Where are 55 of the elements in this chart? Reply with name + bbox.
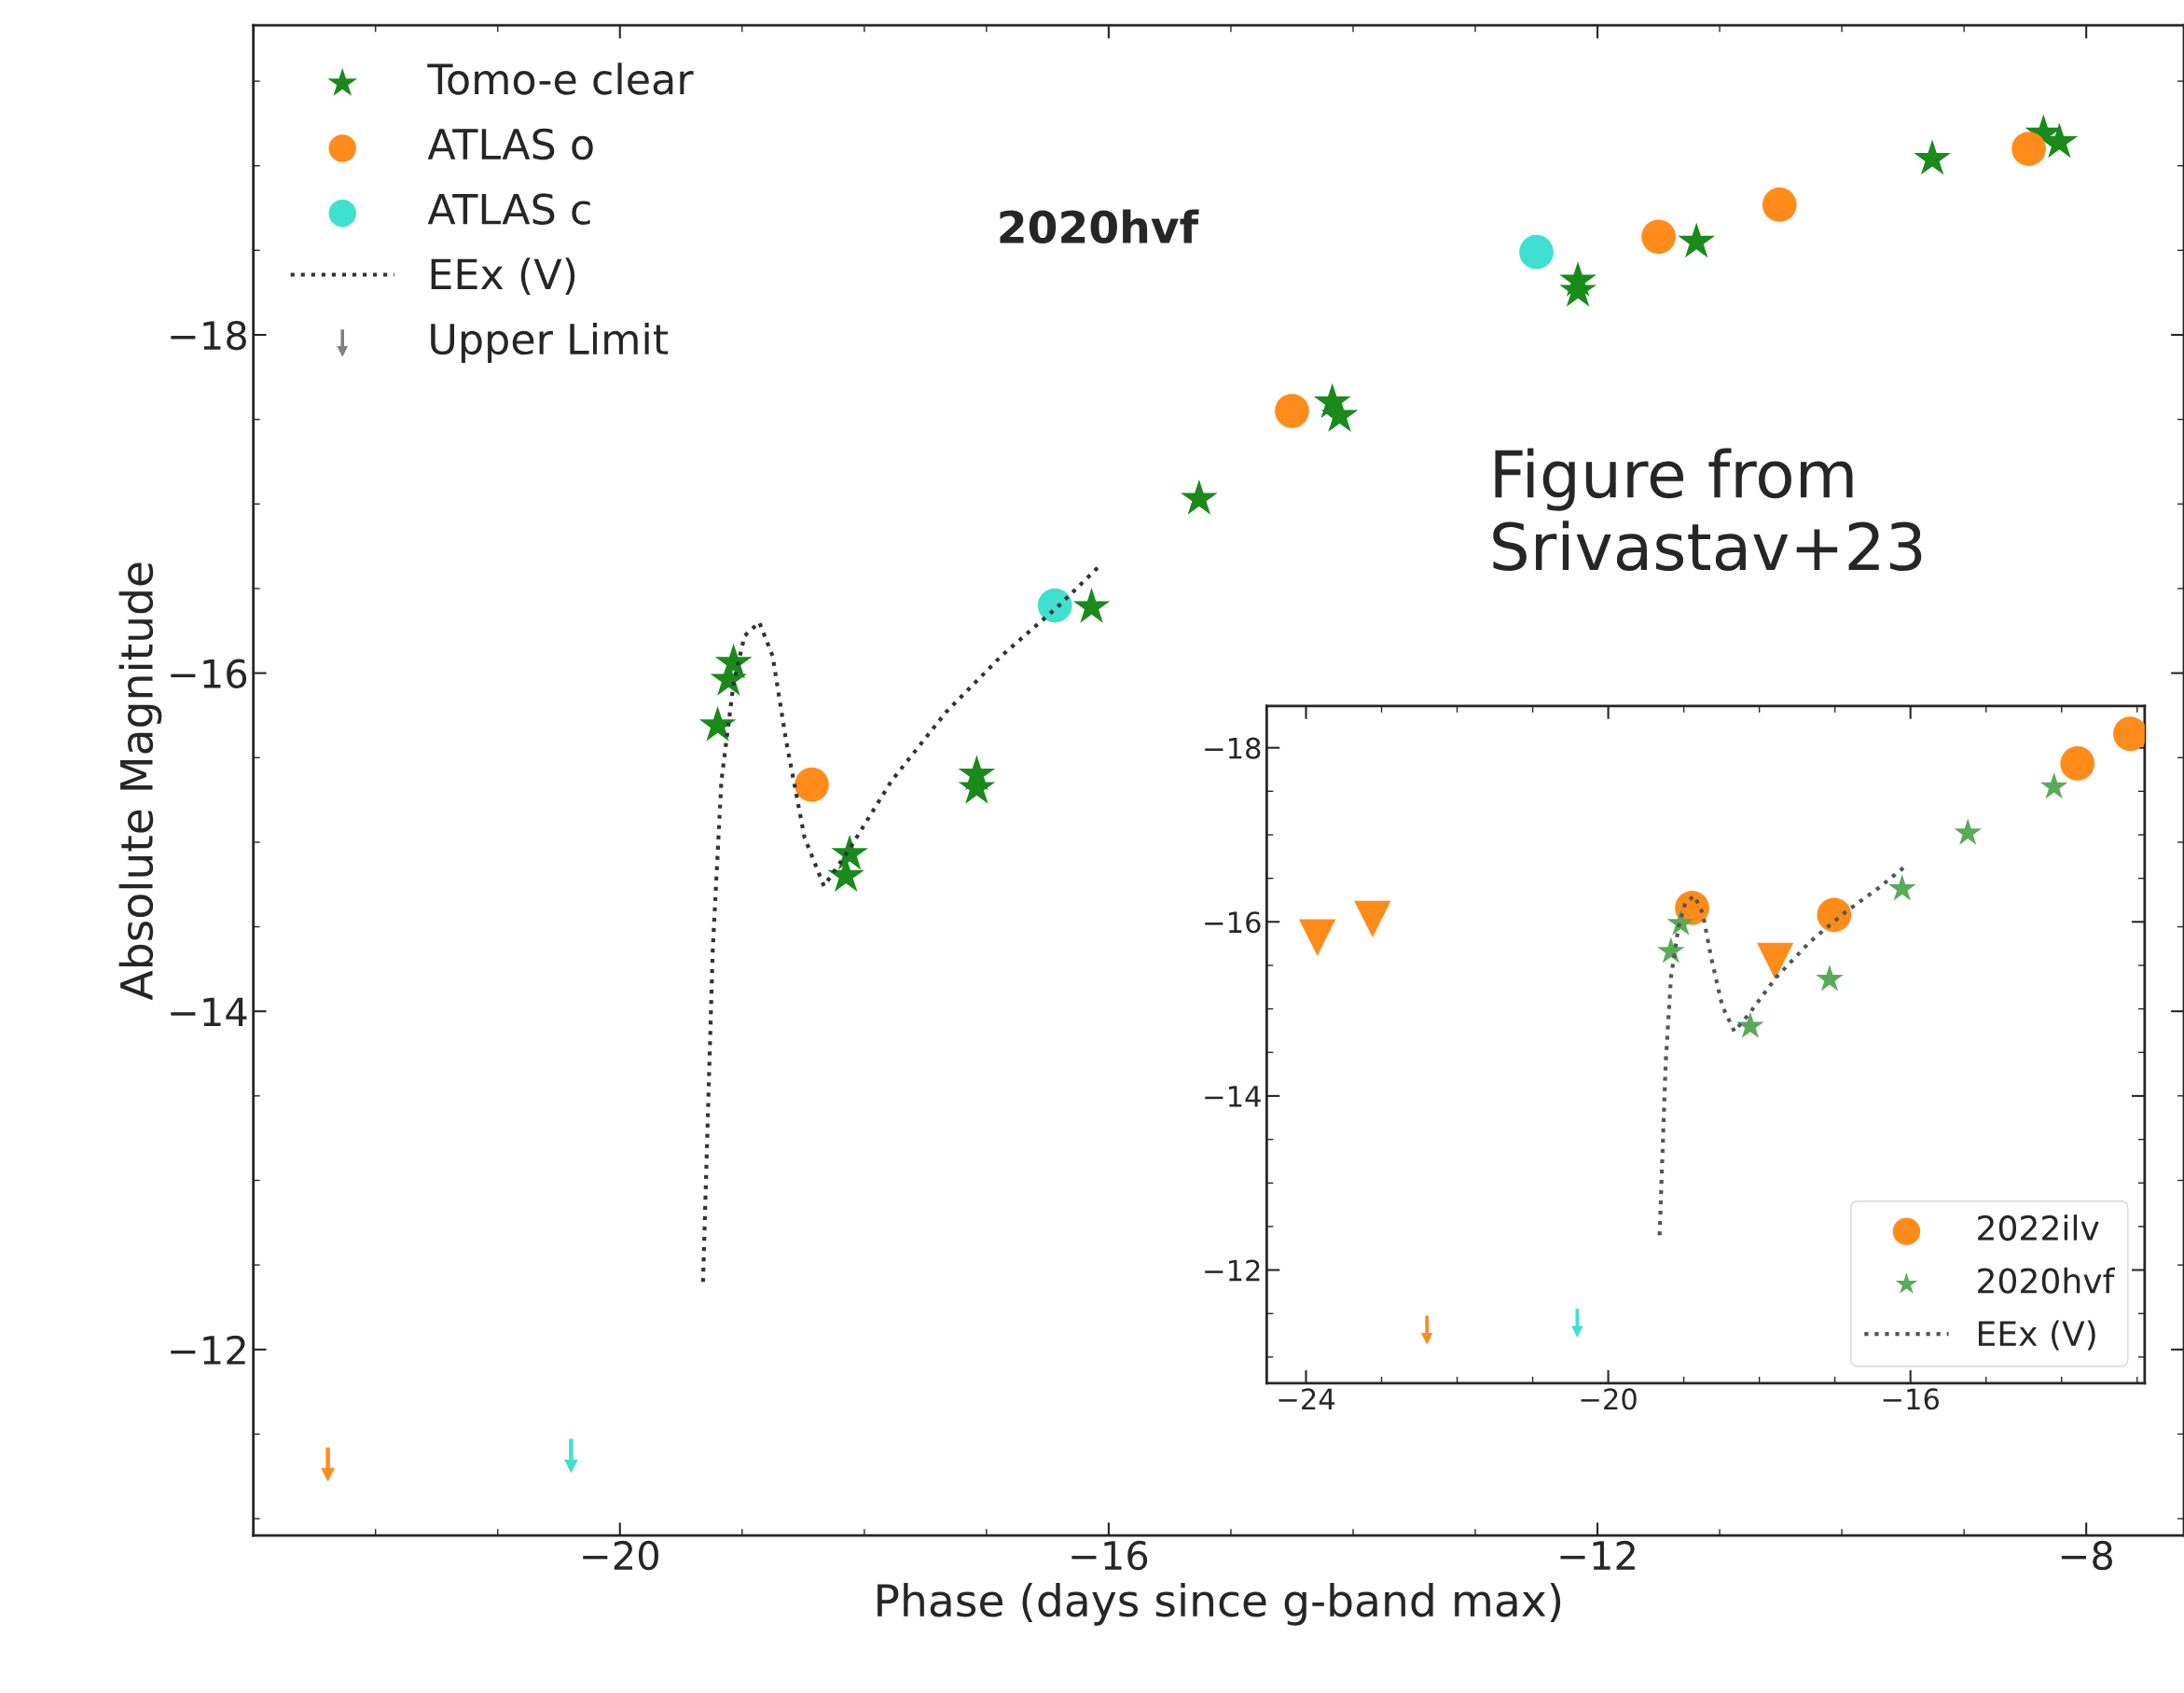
point (1275, 394, 1309, 428)
point (1181, 479, 1218, 515)
x-tick-label: −12 (1560, 1540, 1635, 1570)
x-axis-title: Phase (days since g-band max) (878, 1582, 1561, 1626)
legend-label: ATLAS o (427, 128, 593, 160)
x-tick-label: −8 (2061, 1540, 2113, 1571)
legend-label: ATLAS c (427, 193, 590, 225)
point (1072, 588, 1111, 623)
x-tick-label: −20 (583, 1540, 658, 1571)
point (1736, 1011, 1764, 1038)
point (2060, 746, 2095, 781)
legend-label: Upper Limit (431, 322, 669, 363)
line-series (700, 564, 1101, 1284)
legend-label: 2020hvf (1978, 1267, 2116, 1294)
point (1816, 964, 1844, 992)
point (1888, 874, 1916, 901)
point (2011, 132, 2046, 166)
annotation: 2020hvf (1000, 209, 1199, 244)
legend-label: 2022ilv (1978, 1214, 2099, 1242)
point (1678, 222, 1715, 258)
x-tick-label: −16 (1071, 1540, 1148, 1571)
point (1954, 818, 1983, 845)
y-tick-label: −18 (1205, 737, 1261, 759)
point (1657, 937, 1685, 964)
y-tick-label: −16 (171, 659, 247, 689)
y-tick-label: −14 (1205, 1086, 1261, 1107)
point (1519, 234, 1554, 270)
x-tick-label: −16 (1883, 1388, 1939, 1410)
point (1817, 897, 1852, 933)
y-tick-label: −12 (1205, 1259, 1260, 1282)
x-tick-label: −20 (1581, 1388, 1637, 1410)
point (698, 705, 737, 742)
point (958, 755, 996, 791)
point (1641, 219, 1676, 255)
point (2039, 772, 2068, 799)
y-tick-label: −14 (171, 997, 247, 1027)
legend-label: EEx (V) (431, 257, 575, 295)
point (1762, 187, 1797, 222)
point (1299, 919, 1336, 956)
line-series (1657, 865, 1907, 1238)
point (1757, 942, 1794, 979)
point (1037, 588, 1072, 623)
x-tick-label: −24 (1279, 1388, 1335, 1409)
point (831, 834, 868, 870)
point (1914, 139, 1951, 175)
point (795, 767, 829, 802)
y-tick-label: −16 (1205, 911, 1261, 934)
y-tick-label: −12 (171, 1335, 245, 1365)
legend-label: Tomo-e clear (427, 62, 694, 95)
y-axis-title: Absolute Magnitude (118, 562, 162, 1001)
point (714, 643, 753, 679)
point (1354, 900, 1391, 938)
annotation: Figure from Srivastav+23 (1493, 448, 1922, 572)
legend-label: EEx (V) (1979, 1320, 2095, 1351)
y-tick-label: −18 (171, 320, 246, 351)
